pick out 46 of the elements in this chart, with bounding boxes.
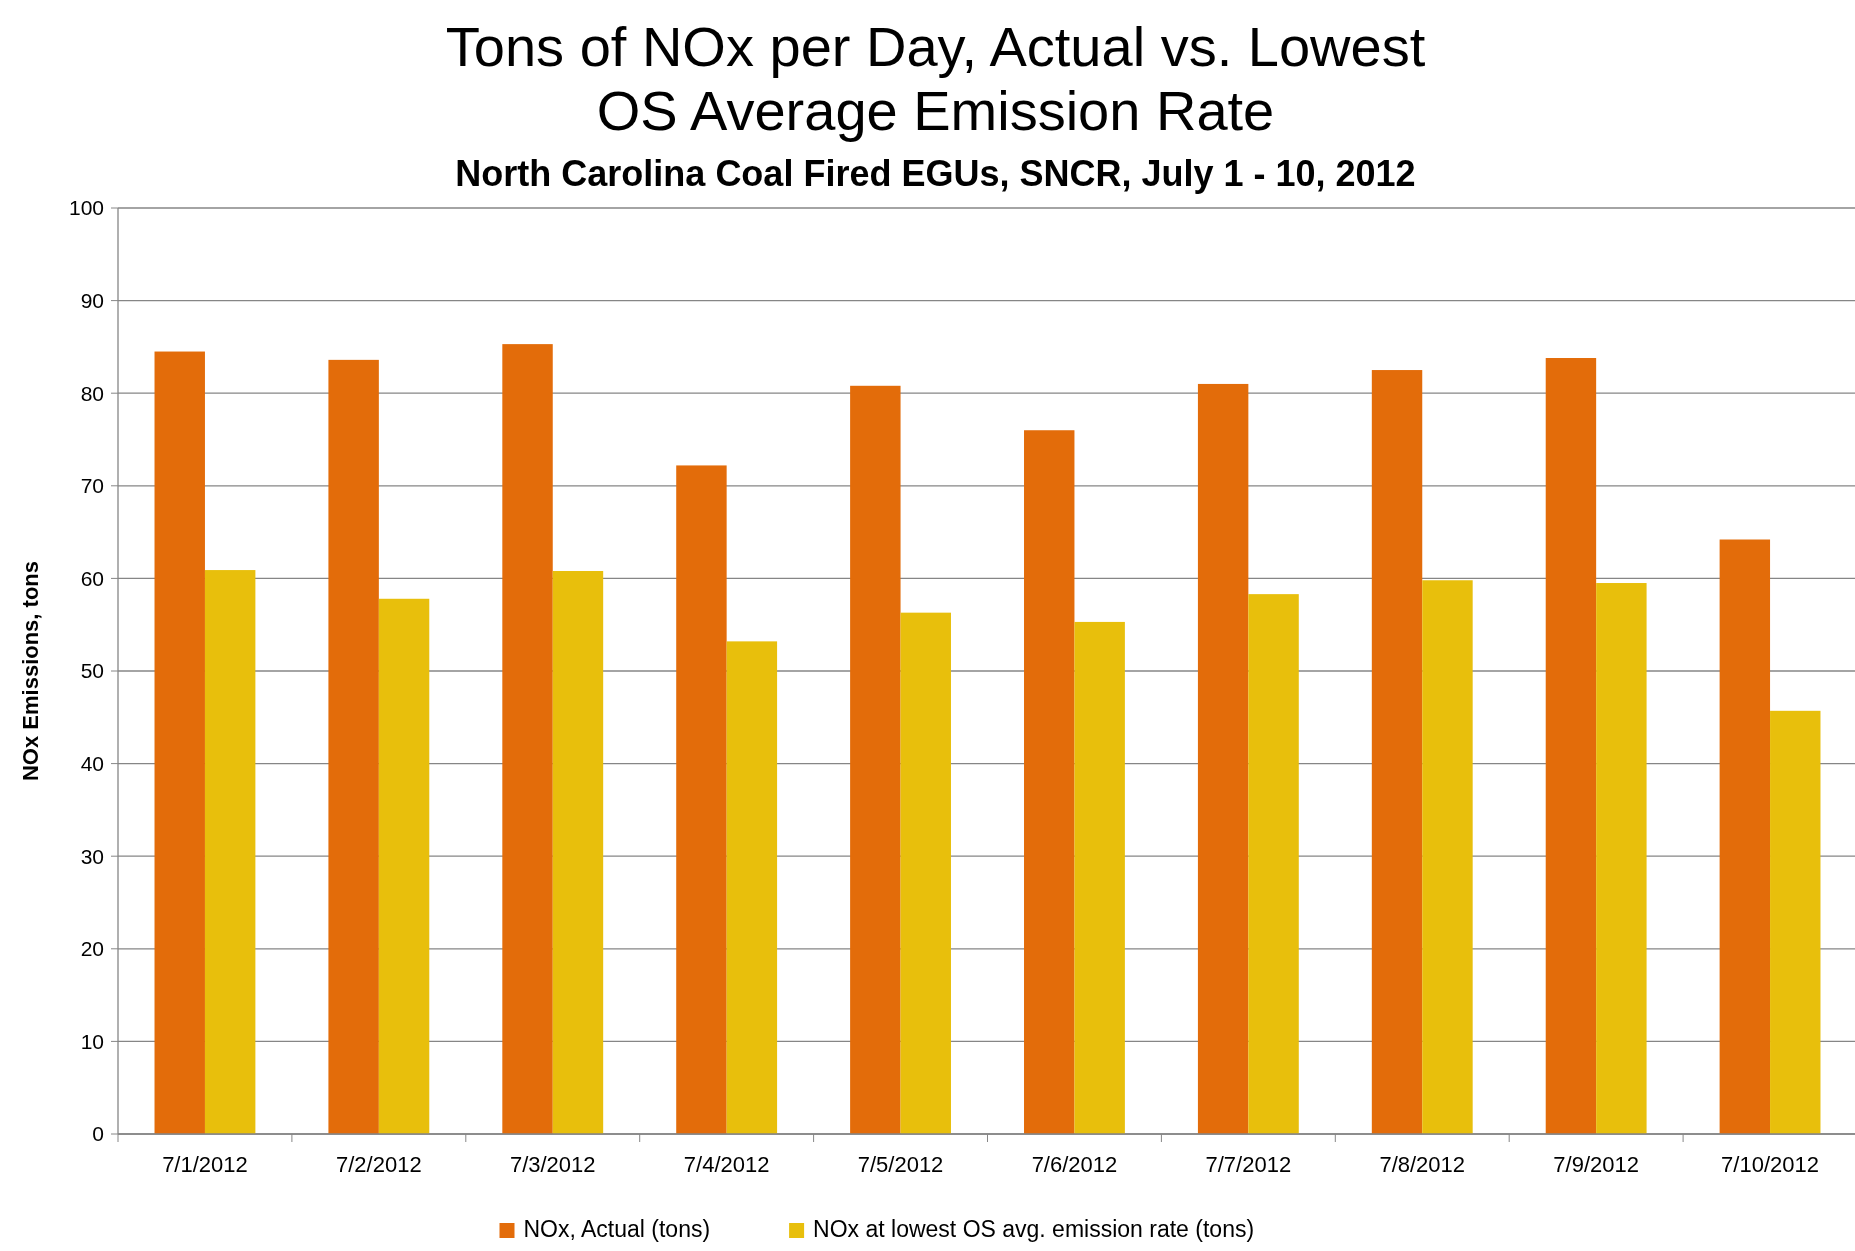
y-tick-label: 70 (80, 474, 104, 498)
legend-label: NOx at lowest OS avg. emission rate (tons) (813, 1216, 1255, 1242)
legend-label: NOx, Actual (tons) (523, 1216, 711, 1242)
y-tick-label: 100 (68, 196, 104, 220)
x-tick-label: 7/3/2012 (509, 1152, 596, 1177)
y-tick-label: 0 (92, 1122, 104, 1146)
bar (1248, 594, 1299, 1134)
y-tick-label: 80 (80, 381, 104, 405)
y-tick-label: 90 (80, 288, 104, 312)
chart-subtitle: North Carolina Coal Fired EGUs, SNCR, July 1 - 10, 2012 (455, 153, 1416, 194)
y-tick-label: 60 (80, 566, 104, 590)
bar (1422, 580, 1473, 1134)
bar (676, 465, 727, 1134)
x-tick-label: 7/6/2012 (1031, 1152, 1118, 1177)
chart-title: Tons of NOx per Day, Actual vs. Lowest OS Average Emission Rate (445, 15, 1426, 142)
bar (378, 598, 430, 1134)
bar (1596, 583, 1647, 1134)
bar (1024, 430, 1075, 1134)
y-axis-title: NOx Emissions, tons (18, 560, 43, 782)
x-tick-label: 7/8/2012 (1379, 1152, 1466, 1177)
x-tick-label: 7/1/2012 (162, 1152, 248, 1177)
bar (1545, 358, 1597, 1134)
x-tick-label: 7/4/2012 (683, 1152, 770, 1177)
bar (1770, 710, 1821, 1134)
bar (204, 570, 256, 1134)
bar (900, 612, 951, 1134)
bar (1074, 621, 1125, 1134)
bar (502, 344, 553, 1134)
x-tick-label: 7/7/2012 (1205, 1152, 1292, 1177)
y-tick-label: 50 (80, 659, 104, 683)
y-tick-label: 30 (80, 844, 104, 868)
bar (552, 570, 604, 1134)
x-tick-label: 7/2/2012 (336, 1152, 422, 1177)
y-tick-label: 20 (80, 937, 104, 961)
bar (1371, 370, 1423, 1134)
x-tick-label: 7/10/2012 (1721, 1152, 1819, 1177)
x-tick-label: 7/5/2012 (857, 1152, 944, 1177)
bar (154, 351, 205, 1134)
bar (726, 641, 778, 1134)
bar (328, 359, 379, 1134)
y-tick-label: 10 (80, 1029, 104, 1053)
y-tick-label: 40 (80, 751, 104, 775)
bar (1197, 383, 1249, 1134)
bar (1719, 539, 1771, 1134)
x-tick-label: 7/9/2012 (1553, 1152, 1639, 1177)
bar (850, 385, 901, 1134)
